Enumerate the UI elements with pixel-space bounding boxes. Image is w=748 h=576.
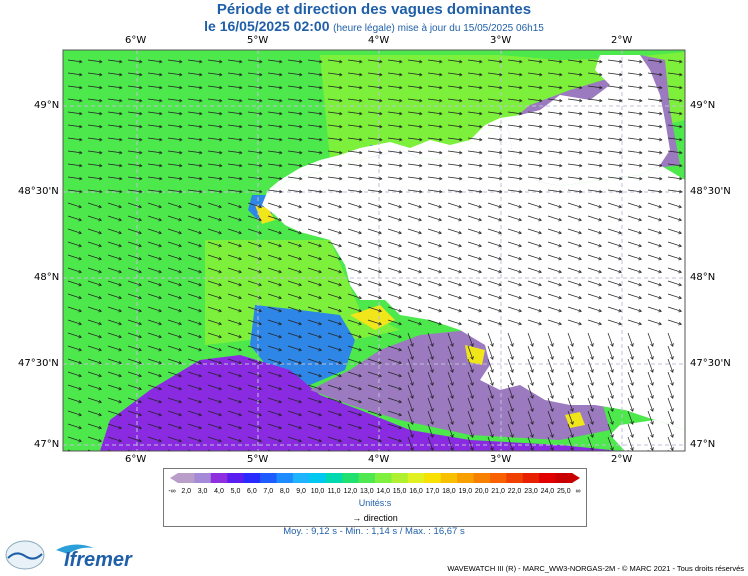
legend-tick-label: 19,0 bbox=[458, 488, 472, 495]
legend-swatch bbox=[292, 473, 310, 483]
map-subtitle: le 16/05/2025 02:00 (heure légale) mise … bbox=[0, 18, 748, 37]
color-legend: -∞ 2,0 3,0 4,0 5,0 6,0 7,0 8,0 9,0 10,0 11,0 12,0 13… bbox=[163, 468, 587, 527]
lon-tick-bottom: 3°W bbox=[490, 454, 512, 465]
lat-tick-left: 47°N bbox=[34, 439, 60, 450]
lon-tick-bottom: 4°W bbox=[368, 454, 390, 465]
legend-swatch bbox=[375, 473, 392, 483]
ifremer-wordmark: Ifremer bbox=[64, 549, 132, 571]
legend-max-triangle bbox=[572, 473, 580, 483]
forecast-date: le 16/05/2025 02:00 bbox=[204, 18, 330, 34]
direction-arrows bbox=[67, 59, 683, 451]
legend-tick-label: 3,0 bbox=[198, 488, 208, 495]
legend-tick-label: 17,0 bbox=[426, 488, 440, 495]
lon-tick-top: 4°W bbox=[368, 35, 390, 46]
legend-tick-label: 23,0 bbox=[524, 488, 538, 495]
lat-tick-right: 48°30'N bbox=[690, 186, 731, 197]
lon-tick-bottom: 5°W bbox=[247, 454, 269, 465]
map-title: Période et direction des vagues dominant… bbox=[216, 1, 532, 18]
legend-tick-label: 5,0 bbox=[231, 488, 241, 495]
legend-tick-label: 2,0 bbox=[181, 488, 191, 495]
legend-swatch bbox=[227, 473, 245, 483]
arrow-icon: → bbox=[352, 513, 362, 523]
legend-swatch bbox=[440, 473, 458, 483]
legend-swatch bbox=[555, 473, 573, 483]
legend-tick-label: 21,0 bbox=[491, 488, 505, 495]
legend-unit: Unités:s bbox=[358, 498, 392, 508]
lat-tick-right: 47°N bbox=[690, 439, 716, 450]
lon-tick-bottom: 6°W bbox=[125, 454, 147, 465]
legend-tick-label: 9,0 bbox=[296, 488, 306, 495]
lon-tick-top: 2°W bbox=[611, 35, 633, 46]
legend-tick-label: 22,0 bbox=[508, 488, 522, 495]
wave-map bbox=[62, 49, 686, 452]
legend-swatch bbox=[506, 473, 524, 483]
lat-tick-left: 48°30'N bbox=[18, 186, 59, 197]
legend-tick-label: 25,0 bbox=[557, 488, 571, 495]
legend-min-label: -∞ bbox=[168, 488, 175, 495]
legend-swatch bbox=[424, 473, 442, 483]
legend-swatch bbox=[276, 473, 294, 483]
legend-direction-label: direction bbox=[363, 513, 398, 523]
legend-swatch bbox=[457, 473, 474, 483]
legend-swatch bbox=[260, 473, 277, 483]
update-note: (heure légale) mise à jour du 15/05/2025… bbox=[333, 23, 544, 34]
legend-swatch bbox=[522, 473, 540, 483]
legend-tick-label: 11,0 bbox=[327, 488, 340, 495]
legend-tick-label: 15,0 bbox=[393, 488, 407, 495]
legend-max-label: ∞ bbox=[576, 488, 581, 495]
legend-min-triangle bbox=[170, 473, 178, 483]
land-brittany-interior bbox=[262, 120, 685, 430]
lops-logo bbox=[5, 540, 45, 570]
lat-tick-left: 49°N bbox=[34, 100, 60, 111]
sea-yellow-patch-3 bbox=[465, 345, 485, 365]
legend-swatch bbox=[473, 473, 491, 483]
statistics: Moy. : 9,12 s - Min. : 1,14 s / Max. : 1… bbox=[283, 526, 465, 537]
legend-tick-label: 4,0 bbox=[214, 488, 224, 495]
lat-tick-left: 47°30'N bbox=[18, 358, 59, 369]
lat-tick-right: 48°N bbox=[690, 272, 716, 283]
lat-tick-right: 47°30'N bbox=[690, 358, 731, 369]
legend-tick-label: 16,0 bbox=[409, 488, 423, 495]
legend-tick-label: 18,0 bbox=[442, 488, 456, 495]
map-frame bbox=[62, 49, 686, 452]
sea-yellow-patch-1 bbox=[255, 205, 275, 224]
legend-tick-label: 6,0 bbox=[247, 488, 257, 495]
sea-field bbox=[63, 50, 685, 451]
legend-direction: → direction bbox=[164, 513, 586, 523]
legend-colorbar: -∞ 2,0 3,0 4,0 5,0 6,0 7,0 8,0 9,0 10,0 11,0 12,0 13… bbox=[168, 473, 581, 495]
ifremer-logo bbox=[56, 544, 94, 554]
legend-tick-label: 8,0 bbox=[280, 488, 290, 495]
legend-tick-label: 24,0 bbox=[541, 488, 555, 495]
legend-tick-label: 13,0 bbox=[360, 488, 374, 495]
land-channel-coast bbox=[268, 55, 670, 190]
legend-swatch bbox=[358, 473, 376, 483]
legend-tick-label: 12,0 bbox=[344, 488, 358, 495]
legend-swatch bbox=[539, 473, 557, 483]
lat-tick-left: 48°N bbox=[34, 272, 60, 283]
lat-tick-right: 49°N bbox=[690, 100, 716, 111]
legend-swatch bbox=[309, 473, 327, 483]
legend-swatch bbox=[194, 473, 212, 483]
legend-swatch bbox=[243, 473, 261, 483]
legend-swatch bbox=[391, 473, 409, 483]
legend-swatch bbox=[325, 473, 343, 483]
legend-tick-label: 10,0 bbox=[311, 488, 325, 495]
legend-tick-label: 14,0 bbox=[376, 488, 390, 495]
legend-swatch bbox=[407, 473, 425, 483]
credit-line: WAVEWATCH III (R) - MARC_WW3-NORGAS-2M -… bbox=[447, 564, 744, 573]
legend-swatch bbox=[489, 473, 507, 483]
legend-swatch bbox=[210, 473, 228, 483]
legend-tick-label: 20,0 bbox=[475, 488, 489, 495]
sea-blue-zone bbox=[250, 305, 355, 385]
lon-tick-bottom: 2°W bbox=[611, 454, 633, 465]
lon-tick-top: 6°W bbox=[125, 35, 147, 46]
lon-tick-top: 5°W bbox=[247, 35, 269, 46]
sea-purple-zone bbox=[100, 355, 620, 451]
legend-tick-label: 7,0 bbox=[263, 488, 273, 495]
lon-tick-top: 3°W bbox=[490, 35, 512, 46]
legend-swatch bbox=[178, 473, 195, 483]
legend-swatch bbox=[342, 473, 360, 483]
land-vendee bbox=[610, 420, 685, 451]
